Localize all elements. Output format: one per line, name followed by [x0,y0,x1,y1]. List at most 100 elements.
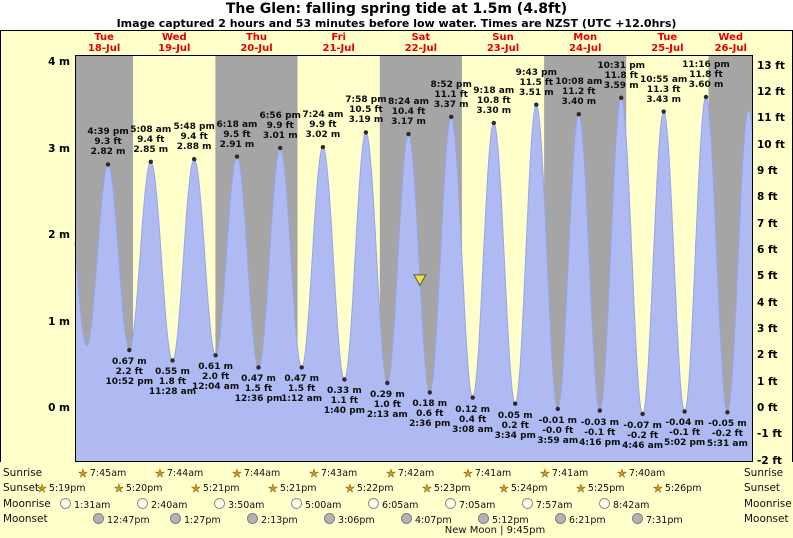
high-tide-label: 4:39 pm 9.3 ft 2.82 m [80,127,136,157]
tide-time: 5:02 pm [663,438,706,449]
low-tide-label: 0.67 m 2.2 ft 10:52 pm [101,357,157,387]
tide-time: 11:16 pm [682,59,730,70]
tide-height-m: -0.07 m [623,421,662,432]
day-name: Fri [331,32,346,43]
tide-extreme-dot [363,130,369,135]
tide-time: 7:58 pm [345,95,387,106]
tide-height-m: 0.05 m [497,410,533,421]
moon-circle-icon [522,498,533,509]
tide-time: 10:31 pm [597,60,646,71]
tide-height-ft: -0.2 ft [627,431,659,442]
low-tide-label: -0.05 m -0.2 ft 5:31 am [699,419,755,449]
tide-height-ft: 11.2 ft [562,87,596,98]
sunset-entry: ★ 5:19pm [37,482,86,496]
sun-star-icon: ★ [422,482,432,496]
day-date: 19-Jul [158,43,191,54]
sunrise-time: 7:44am [243,468,281,479]
sun-star-icon: ★ [386,467,396,481]
moonset-entry: 7:31pm [632,513,683,526]
day-name: Thu [245,32,268,43]
moon-circle-icon [555,513,566,524]
tide-height-ft: 1.1 ft [330,396,358,407]
tide-height-ft: 10.5 ft [349,105,383,116]
tide-height-ft: 2.0 ft [201,372,230,383]
high-tide-label: 5:08 am 9.4 ft 2.85 m [123,125,179,155]
moon-circle-icon [478,513,489,524]
day-label: Sat 22-Jul [391,32,451,54]
right-axis-tick: 5 ft [757,270,778,283]
tide-time: 11:28 am [148,387,197,398]
moonrise-row-label-right: Moonrise [744,498,792,510]
tide-time: 10:52 pm [105,377,154,388]
sun-star-icon: ★ [617,467,627,481]
right-axis-tick: 12 ft [757,85,785,98]
moon-circle-icon [60,498,71,509]
sunset-time: 5:25pm [587,483,625,494]
tide-height-ft: 10.8 ft [477,95,511,106]
sun-star-icon: ★ [232,467,242,481]
right-axis-tick: -1 ft [757,428,782,441]
tide-extreme-dot [278,145,283,151]
tide-extreme-dot [299,365,304,370]
tide-time: 4:39 pm [87,127,129,138]
sunset-time: 5:19pm [48,483,86,494]
high-tide-label: 9:43 pm 11.5 ft 3.51 m [508,68,564,98]
right-axis-tick: 13 ft [757,59,785,72]
high-tide-label: 10:31 pm 11.8 ft 3.59 m [593,61,649,91]
tide-height-m: 3.02 m [305,130,341,141]
right-axis-tick: 10 ft [757,138,785,151]
sunset-entry: ★ 5:21pm [191,482,240,496]
tide-extreme-dot [555,406,560,412]
sun-star-icon: ★ [576,482,586,496]
tide-height-m: 0.33 m [327,386,362,397]
sunset-entry: ★ 5:25pm [576,482,625,496]
right-axis-tick: 3 ft [757,322,778,335]
sun-star-icon: ★ [191,482,201,496]
sunset-entry: ★ 5:23pm [422,482,471,496]
sunset-time: 5:21pm [279,483,317,494]
sunset-time: 5:24pm [510,483,548,494]
low-tide-label: 0.18 m 0.6 ft 2:36 pm [402,399,458,429]
moonrise-time: 5:00am [305,500,342,511]
tide-height-m: 3.40 m [561,97,597,108]
low-tide-label: 0.05 m 0.2 ft 3:34 pm [487,411,543,441]
moon-circle-icon [445,498,456,509]
sunset-time: 5:22pm [356,483,394,494]
tide-height-m: 2.91 m [219,139,255,150]
tide-height-ft: -0.1 ft [584,427,616,438]
moonrise-time: 2:40am [151,500,188,511]
right-axis-tick: 4 ft [757,296,778,309]
tide-extreme-dot [406,131,411,137]
low-tide-label: 0.47 m 1.5 ft 12:36 pm [231,374,287,404]
day-label: Wed 19-Jul [144,32,204,54]
tide-time: 9:43 pm [515,67,557,78]
tide-height-ft: -0.2 ft [711,429,743,440]
current-tide-marker-icon [413,274,427,287]
day-date: 21-Jul [322,43,355,54]
sun-star-icon: ★ [155,467,165,481]
tide-height-m: 2.88 m [176,142,212,153]
low-tide-label: 0.61 m 2.0 ft 12:04 am [188,362,244,392]
high-tide-label: 9:18 am 10.8 ft 3.30 m [466,86,522,116]
high-tide-label: 10:08 am 11.2 ft 3.40 m [551,77,607,107]
tide-height-m: -0.01 m [538,415,577,426]
low-tide-label: 0.12 m 0.4 ft 3:08 am [445,405,501,435]
sunrise-time: 7:41am [551,468,589,479]
sun-star-icon: ★ [345,482,355,496]
tide-time: 3:08 am [452,424,494,435]
moonset-entry: 6:21pm [555,513,606,526]
sunrise-row-label-right: Sunrise [744,467,784,479]
tide-time: 12:36 pm [234,394,283,405]
left-axis-tick: 1 m [48,315,70,328]
tide-height-m: 0.12 m [455,404,491,415]
tide-time: 2:13 am [366,409,408,420]
moonset-entry: 1:27pm [170,513,221,526]
tide-extreme-dot [703,94,709,100]
sunrise-time: 7:40am [628,468,666,479]
left-axis-tick: 4 m [48,56,70,69]
moonrise-time: 3:50am [228,500,265,511]
tide-height-m: 3.30 m [476,105,512,116]
low-tide-label: -0.03 m -0.1 ft 4:16 pm [572,418,628,448]
tide-extreme-dot [148,159,153,164]
tide-extreme-dot [234,154,240,159]
